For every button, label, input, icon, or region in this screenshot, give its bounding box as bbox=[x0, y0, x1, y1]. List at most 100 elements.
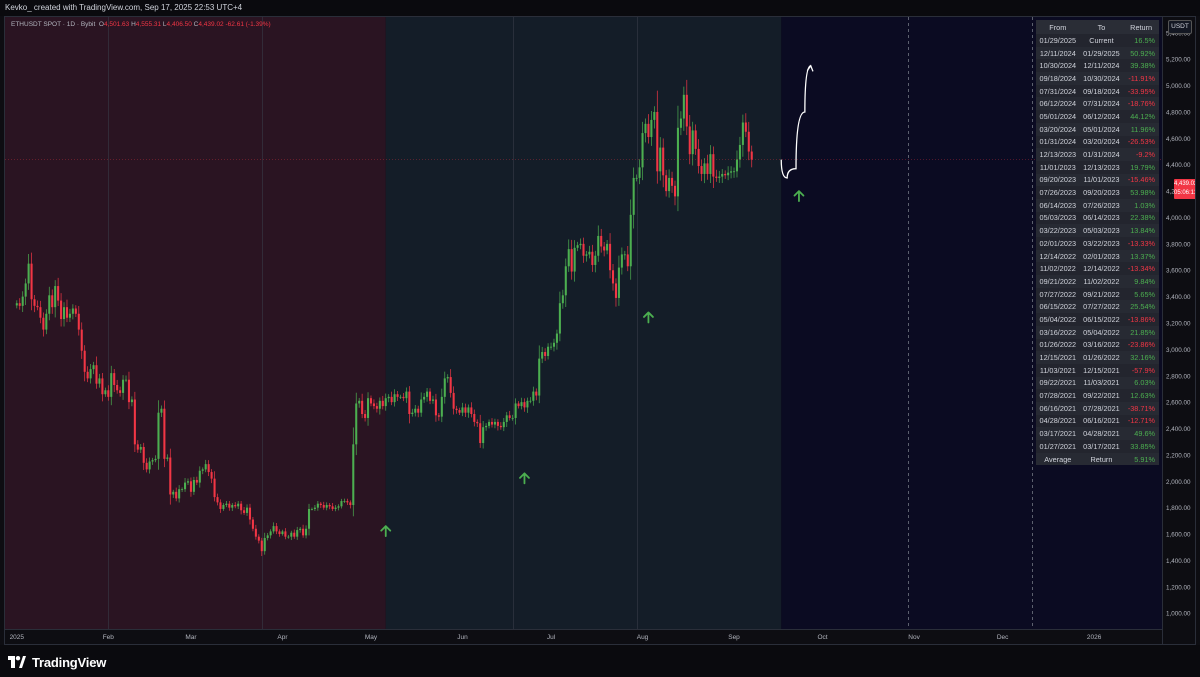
candle-body bbox=[668, 177, 671, 192]
candle-body bbox=[251, 519, 254, 529]
candle-body bbox=[210, 472, 213, 479]
candle-body bbox=[706, 163, 709, 174]
returns-cell-to: 09/21/2022 bbox=[1083, 289, 1120, 299]
candle-body bbox=[51, 295, 54, 308]
chart-area[interactable]: 1,000.00 1,200.00 1,400.00 1,600.00 1,800.00… bbox=[4, 16, 1196, 645]
symbol-name: ETHUSDT SPOT · 1D · Bybit bbox=[11, 21, 96, 28]
open-label: O bbox=[98, 21, 104, 28]
symbol-legend: ETHUSDT SPOT · 1D · Bybit O4,501.63 H4,5… bbox=[11, 21, 271, 28]
returns-cell-to: 12/13/2023 bbox=[1083, 162, 1120, 172]
returns-cell-to: 01/31/2024 bbox=[1079, 148, 1124, 161]
candle-body bbox=[122, 379, 125, 393]
candle-body bbox=[15, 303, 18, 306]
returns-cell-from: 07/31/2024 bbox=[1039, 86, 1077, 96]
candle-body bbox=[662, 147, 665, 176]
returns-cell-to: 03/22/2023 bbox=[1083, 238, 1120, 248]
candle-body bbox=[611, 270, 615, 284]
candle-body bbox=[570, 249, 573, 272]
returns-cell-ret: 53.98% bbox=[1130, 188, 1155, 198]
candle-body bbox=[36, 305, 39, 308]
returns-cell-from: 07/27/2022 bbox=[1039, 289, 1077, 299]
returns-cell-from: 09/20/2023 bbox=[1036, 173, 1080, 187]
y-tick-label: 2,600.00 bbox=[1166, 400, 1191, 407]
up-arrow-icon bbox=[519, 472, 530, 485]
returns-cell-ret: -23.86% bbox=[1127, 340, 1155, 350]
candle-body bbox=[641, 133, 644, 168]
candle-body bbox=[95, 365, 98, 384]
candle-body bbox=[529, 400, 532, 402]
returns-cell-to: 11/03/2021 bbox=[1079, 376, 1124, 390]
candle-body bbox=[535, 391, 538, 396]
returns-row: 02/01/2023 03/22/2023 -13.33% bbox=[1036, 237, 1159, 250]
candle-body bbox=[65, 307, 69, 318]
candle-body bbox=[727, 172, 730, 176]
candle-body bbox=[440, 396, 443, 417]
returns-cell-from: 03/17/2021 bbox=[1036, 427, 1080, 440]
returns-row: 09/18/2024 10/30/2024 -11.91% bbox=[1036, 72, 1159, 85]
candle-body bbox=[33, 299, 36, 306]
candle-body bbox=[48, 295, 51, 314]
candle-body bbox=[520, 402, 523, 407]
returns-cell-from: 06/15/2022 bbox=[1036, 300, 1080, 314]
candle-body bbox=[650, 119, 653, 138]
candle-body bbox=[204, 464, 207, 470]
currency-button[interactable]: USDT bbox=[1168, 20, 1192, 34]
returns-cell-ret: 13.37% bbox=[1123, 249, 1159, 263]
candle-body bbox=[517, 403, 520, 407]
candle-body bbox=[741, 122, 744, 145]
candle-body bbox=[685, 94, 688, 127]
returns-cell-from: 12/14/2022 bbox=[1036, 249, 1080, 263]
candle-body bbox=[316, 503, 319, 508]
candle-body bbox=[124, 379, 128, 381]
candle-body bbox=[579, 243, 582, 246]
candle-body bbox=[89, 369, 92, 379]
candle-body bbox=[310, 508, 313, 510]
candle-body bbox=[163, 408, 166, 459]
candle-body bbox=[715, 176, 718, 178]
returns-cell-ret: 32.16% bbox=[1123, 351, 1159, 364]
returns-row: 07/31/2024 09/18/2024 -33.95% bbox=[1036, 85, 1159, 98]
returns-row: 12/14/2022 02/01/2023 13.37% bbox=[1036, 249, 1159, 263]
candle-body bbox=[550, 346, 553, 348]
candle-body bbox=[175, 491, 178, 499]
change-value: -62.61 (-1.39%) bbox=[225, 21, 271, 28]
candle-body bbox=[225, 503, 228, 506]
candle-body bbox=[189, 481, 192, 492]
candle-body bbox=[207, 464, 210, 473]
candle-body bbox=[340, 501, 343, 507]
candle-body bbox=[30, 263, 33, 300]
y-tick-label: 4,000.00 bbox=[1166, 215, 1191, 222]
candle-body bbox=[396, 394, 399, 397]
candle-body bbox=[482, 427, 485, 444]
candle-body bbox=[27, 263, 30, 284]
candle-body bbox=[77, 313, 80, 330]
returns-cell-to: 01/29/2025 bbox=[1079, 46, 1124, 60]
returns-cell-to: 06/14/2023 bbox=[1083, 213, 1120, 223]
returns-cell-to: 12/15/2021 bbox=[1083, 365, 1120, 375]
returns-cell-from: 09/22/2021 bbox=[1036, 376, 1080, 390]
period-zone bbox=[5, 17, 386, 629]
candle-body bbox=[98, 378, 101, 384]
candle-body bbox=[656, 111, 659, 172]
candle-body bbox=[629, 214, 632, 267]
returns-row: 01/27/2021 03/17/2021 33.85% bbox=[1036, 440, 1159, 453]
col-return-header: Return bbox=[1123, 20, 1159, 34]
returns-cell-from: 01/27/2021 bbox=[1039, 441, 1077, 451]
x-tick-label: Sep bbox=[728, 634, 740, 641]
candle-body bbox=[735, 159, 739, 172]
candle-body bbox=[417, 408, 420, 413]
candle-body bbox=[600, 235, 603, 247]
returns-row: 07/28/2021 09/22/2021 12.63% bbox=[1036, 389, 1159, 402]
avg-value: 5.91% bbox=[1123, 452, 1159, 466]
x-tick-label: Apr bbox=[277, 634, 288, 641]
candle-body bbox=[305, 528, 308, 536]
candle-body bbox=[402, 396, 405, 399]
candlestick-chart[interactable]: 1,000.00 1,200.00 1,400.00 1,600.00 1,800.00… bbox=[5, 17, 1195, 644]
candle-body bbox=[319, 503, 322, 506]
candle-body bbox=[390, 396, 393, 403]
tradingview-logo[interactable]: TradingView bbox=[8, 654, 106, 670]
candle-body bbox=[712, 154, 715, 177]
up-arrow-icon bbox=[380, 525, 392, 538]
returns-cell-ret: 9.84% bbox=[1123, 275, 1159, 288]
candle-body bbox=[293, 532, 296, 537]
